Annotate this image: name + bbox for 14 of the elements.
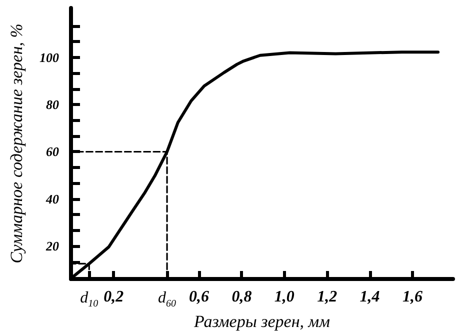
x-tick-label: 1,2 <box>317 288 338 306</box>
x-tick-label: 0,8 <box>232 288 252 306</box>
x-tick-label: 1,6 <box>402 288 422 306</box>
y-tick-label: 60 <box>46 144 60 160</box>
x-tick-label: 1,4 <box>360 288 380 306</box>
x-tick-label: 1,0 <box>274 288 294 306</box>
y-tick-label: 40 <box>45 191 60 206</box>
y-tick-label: 20 <box>45 238 60 254</box>
y-tick-label: 100 <box>40 50 60 65</box>
x-tick-label: 0,6 <box>189 288 210 306</box>
y-tick-label: 80 <box>46 97 60 112</box>
x-axis-title: Размеры зерен, мм <box>193 312 330 331</box>
x-tick-label: 0,2 <box>104 288 124 306</box>
y-axis-title: Суммарное содержание зерен, % <box>7 24 26 264</box>
